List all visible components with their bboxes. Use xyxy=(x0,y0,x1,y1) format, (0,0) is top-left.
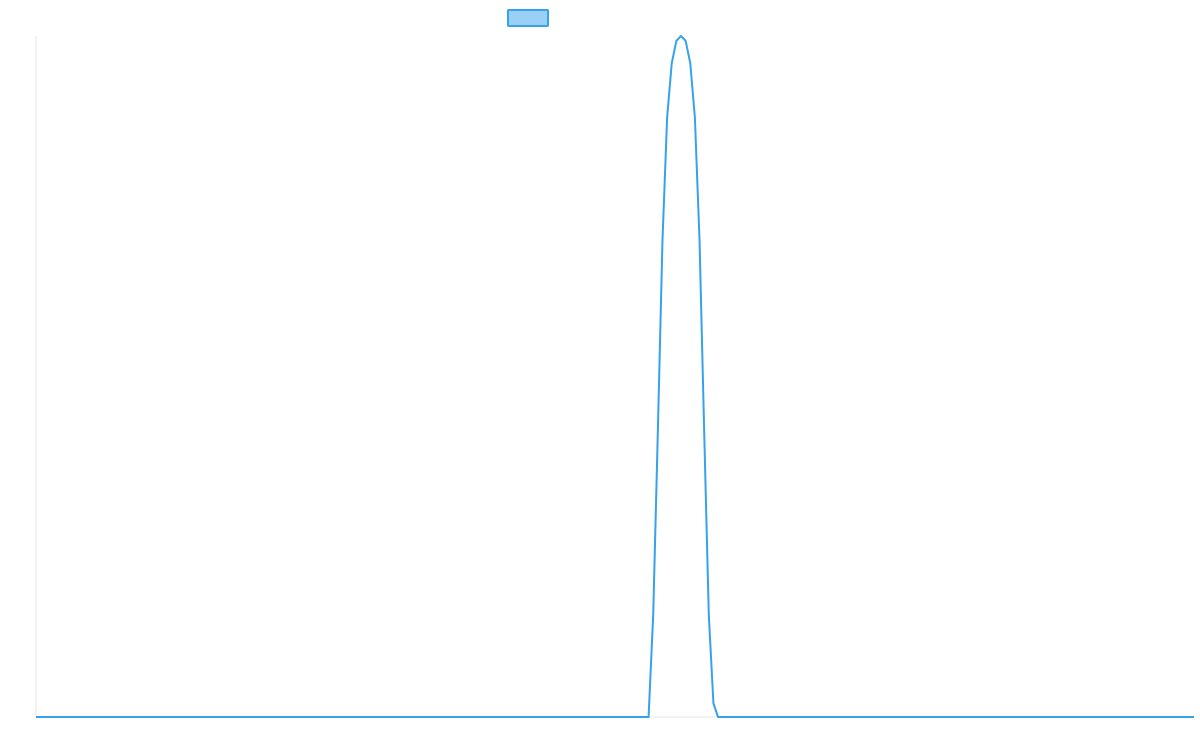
series-layer xyxy=(36,35,1194,718)
series-line-0[interactable] xyxy=(36,35,1194,718)
legend[interactable] xyxy=(507,9,549,27)
legend-swatch[interactable] xyxy=(507,9,549,27)
